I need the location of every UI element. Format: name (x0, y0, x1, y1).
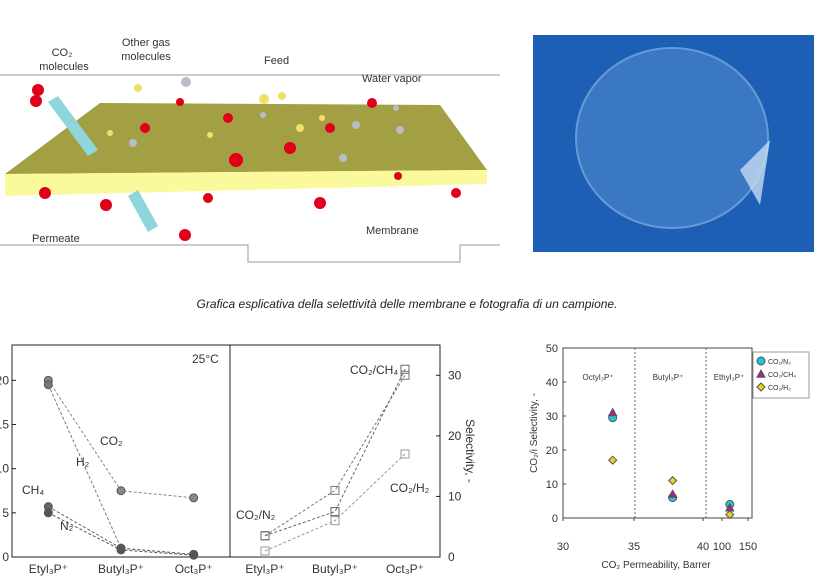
x-tick-label: 35 (628, 541, 640, 553)
x-tick-label: Etyl₃P⁺ (245, 562, 284, 576)
label: CO₂ (52, 47, 73, 59)
y-tick-label: 10 (0, 462, 9, 476)
point (725, 509, 735, 520)
label: molecules (39, 61, 89, 73)
series-line (48, 506, 194, 555)
x-label: CO₂ Permeability, Barrer (601, 560, 711, 571)
x-tick-label: 40 (697, 541, 709, 553)
point (400, 364, 410, 374)
label: Other gas (122, 37, 171, 49)
point (189, 550, 199, 560)
y-tick-label: 30 (546, 411, 558, 423)
point (116, 486, 126, 496)
x-tick-label: 150 (739, 541, 757, 553)
point (330, 507, 340, 517)
sample (575, 47, 769, 229)
y-tick-label: 5 (2, 506, 9, 520)
y-tick-label: 20 (0, 373, 9, 387)
x-tick-label: Butyl₃P⁺ (312, 562, 358, 576)
x-tick-label: 100 (713, 541, 731, 553)
series-label: CO₂ (100, 434, 123, 448)
y-tick-label: 10 (448, 489, 462, 503)
x-tick-label: 30 (557, 541, 569, 553)
point (330, 516, 340, 526)
point (260, 546, 270, 556)
co2-molecules (30, 84, 461, 241)
y-tick-label: 20 (546, 445, 558, 457)
x-tick-label: Oct₃P⁺ (175, 562, 213, 576)
y-tick-label: 0 (552, 513, 558, 525)
point (43, 380, 53, 390)
diagram: CO₂ molecules Other gas molecules Feed W… (0, 37, 500, 263)
series-label: CO₂/H₂ (390, 481, 430, 495)
series-label: N₂ (60, 519, 74, 533)
y-label: Selectivity, - (463, 419, 477, 483)
series-line (264, 369, 406, 537)
point (260, 531, 270, 541)
label: Permeate (32, 233, 80, 245)
water-molecules (129, 77, 404, 162)
y-tick-label: 30 (448, 368, 462, 382)
series-line (264, 375, 406, 537)
caption: Grafica esplicativa della selettività de… (197, 297, 618, 311)
x-tick-label: Oct₃P⁺ (386, 562, 424, 576)
point (400, 370, 410, 380)
legend-label: CO₂/H₂ (768, 385, 791, 392)
series-label: CH₄ (22, 483, 44, 497)
label: molecules (121, 51, 171, 63)
point (116, 545, 126, 555)
legend-label: CO₂/CH₄ (768, 372, 796, 379)
x-tick-label: Etyl₃P⁺ (29, 562, 68, 576)
y-label: CO₂/i Selectivity, - (529, 393, 540, 473)
arrow (128, 190, 158, 232)
other-molecules (107, 84, 325, 138)
region-label: Butyl₃P⁺ (653, 373, 684, 382)
legend-marker (756, 356, 766, 366)
arrow (48, 96, 98, 156)
series-label: CO₂/CH₄ (350, 363, 398, 377)
legend-label: CO₂/N₂ (768, 359, 791, 366)
frame (11, 344, 441, 558)
x-tick-label: Butyl₃P⁺ (98, 562, 144, 576)
point (43, 508, 53, 518)
series-line (264, 453, 406, 552)
permeate-line (0, 244, 500, 263)
annotation: 25°C (192, 352, 219, 366)
y-tick-label: 20 (448, 429, 462, 443)
legend-marker (756, 368, 766, 378)
legend-marker (756, 382, 766, 392)
reflection (740, 140, 770, 205)
region-label: Ethyl₃P⁺ (714, 373, 745, 382)
label: Feed (264, 55, 289, 67)
y-tick-label: 0 (2, 550, 9, 564)
y-tick-label: 40 (546, 377, 558, 389)
y-tick-label: 0 (448, 550, 455, 564)
y-tick-label: 10 (546, 479, 558, 491)
membrane-top (5, 103, 487, 174)
point (189, 493, 199, 503)
point (607, 407, 618, 417)
point (667, 489, 678, 498)
label: Membrane (366, 225, 419, 237)
label: Water vapor (362, 73, 422, 85)
point (400, 449, 410, 459)
series-label: H₂ (76, 455, 90, 469)
point (607, 455, 618, 465)
point (667, 475, 678, 486)
membrane-front (5, 170, 487, 196)
region-label: Octyl₃P⁺ (582, 373, 613, 382)
frame (562, 347, 753, 519)
y-tick-label: 15 (0, 418, 9, 432)
point (330, 485, 340, 495)
series-label: CO₂/N₂ (236, 508, 276, 522)
photo (533, 35, 814, 252)
y-tick-label: 50 (546, 343, 558, 355)
